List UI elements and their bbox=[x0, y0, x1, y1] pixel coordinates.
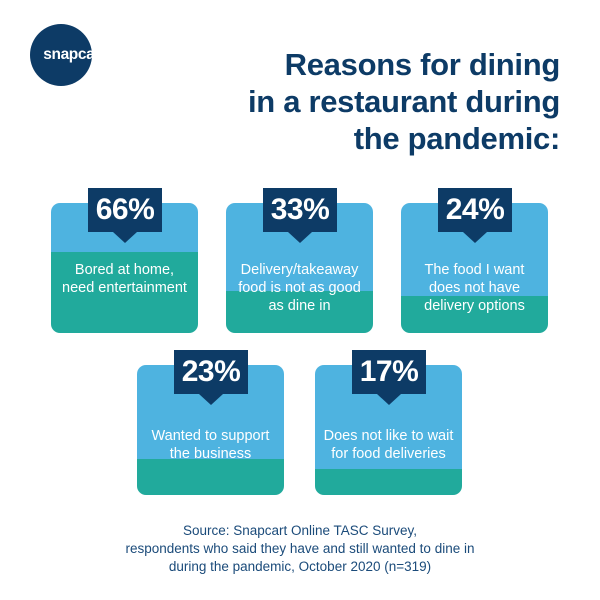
percent-badge: 24% bbox=[438, 188, 512, 243]
title-line-3: the pandemic: bbox=[353, 121, 561, 156]
reason-label: Wanted to support the business bbox=[151, 428, 270, 462]
title-line-2: in a restaurant during bbox=[247, 84, 560, 119]
card-bottom-band bbox=[226, 291, 373, 333]
logo-text: snapcart bbox=[43, 46, 105, 63]
snapcart-logo: snapcart bbox=[30, 24, 105, 86]
title-line-1: Reasons for dining bbox=[284, 47, 561, 82]
source-line-2: respondents who said they have and still… bbox=[125, 541, 475, 556]
reason-label: Delivery/takeaway food is not as good as… bbox=[238, 262, 361, 314]
percent-badge: 66% bbox=[88, 188, 162, 243]
reason-label: Does not like to wait for food deliverie… bbox=[323, 428, 454, 462]
reason-card: Does not like to wait for food deliverie… bbox=[315, 365, 462, 495]
reason-label: The food I want does not have delivery o… bbox=[424, 262, 525, 314]
source-line-1: Source: Snapcart Online TASC Survey, bbox=[182, 523, 418, 538]
card-bottom-band bbox=[401, 296, 548, 333]
card-bottom-band bbox=[315, 469, 462, 495]
percent-badge: 17% bbox=[352, 350, 426, 405]
page-title: Reasons for dining in a restaurant durin… bbox=[248, 46, 560, 157]
card-bottom-band bbox=[137, 459, 284, 495]
card-bottom-band bbox=[51, 252, 198, 333]
percent-badge: 23% bbox=[174, 350, 248, 405]
source-note: Source: Snapcart Online TASC Survey, res… bbox=[0, 522, 600, 576]
source-line-3: during the pandemic, October 2020 (n=319… bbox=[168, 559, 432, 574]
reason-card: Delivery/takeaway food is not as good as… bbox=[226, 203, 373, 333]
reason-label: Bored at home, need entertainment bbox=[62, 262, 187, 296]
percent-badge: 33% bbox=[263, 188, 337, 243]
